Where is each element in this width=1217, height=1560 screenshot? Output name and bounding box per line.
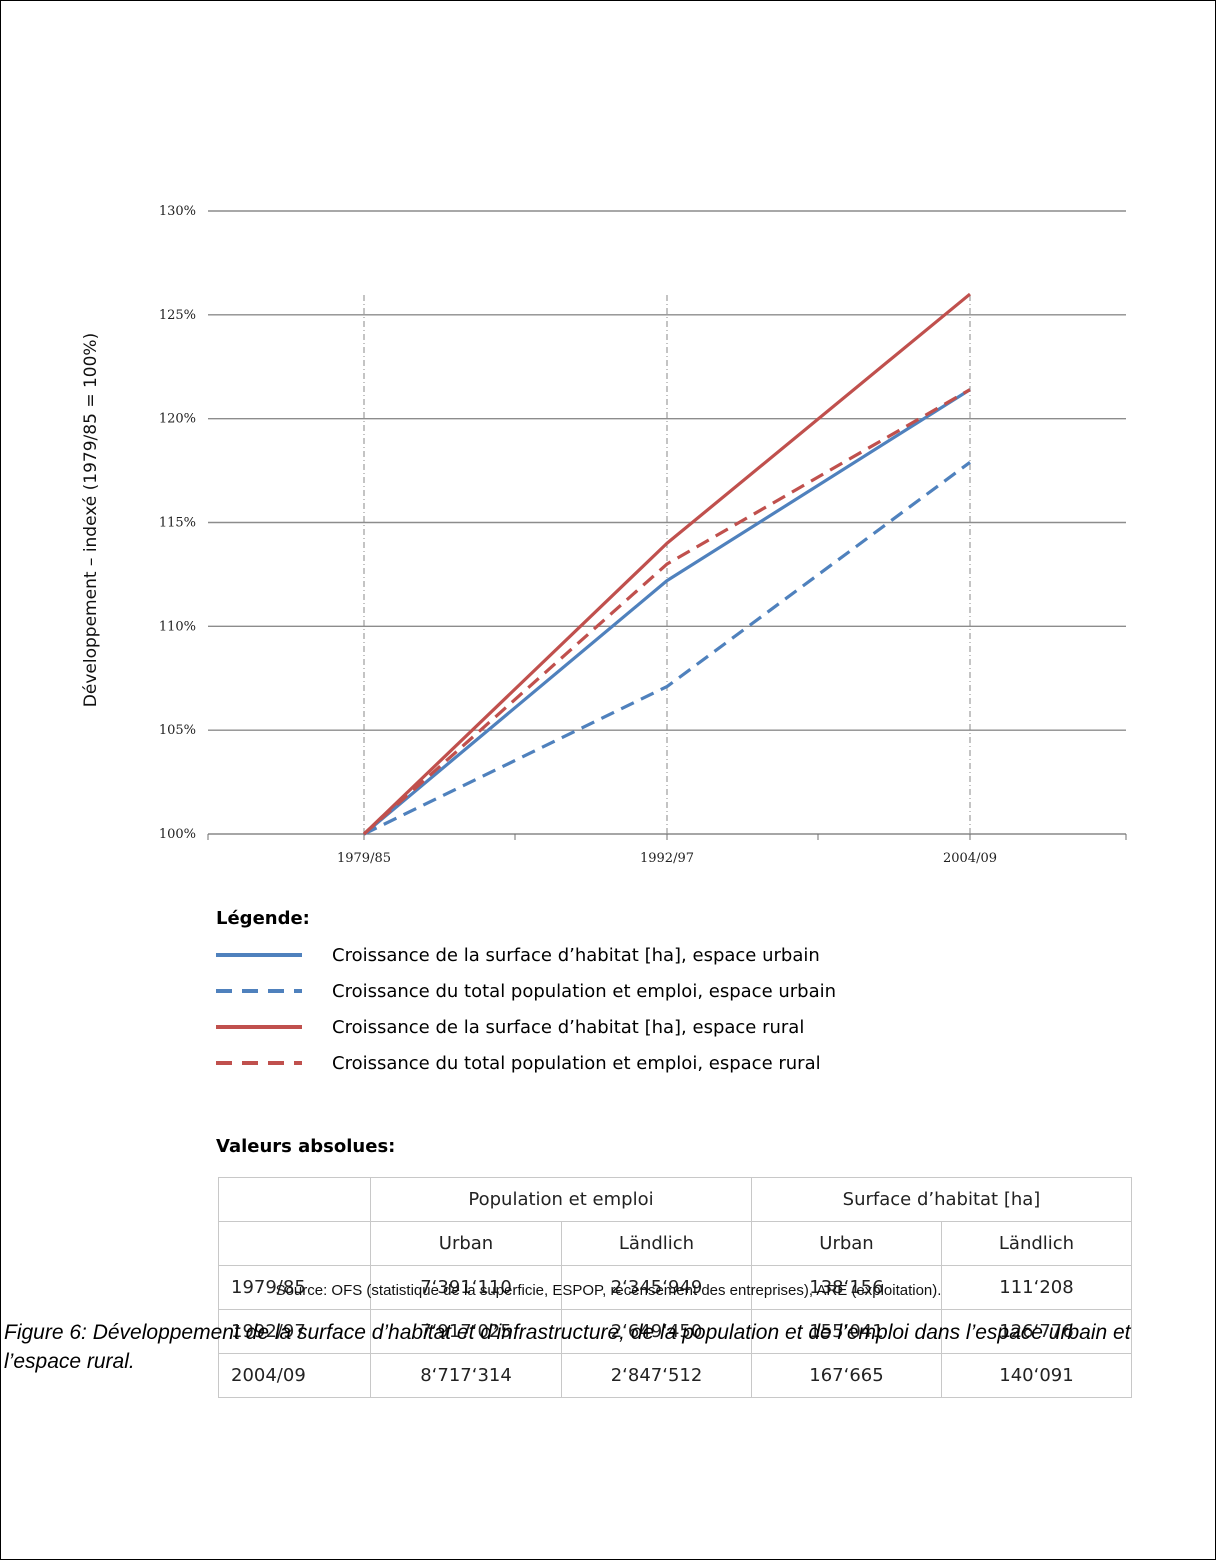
series-line-4 [362,388,971,836]
table-row-label: 2004/09 [218,1353,371,1398]
legend-item: Croissance de la surface d’habitat [ha],… [216,1009,836,1045]
legend-label: Croissance du total population et emploi… [332,1052,821,1074]
table-corner-cell [218,1221,371,1266]
x-tick-label: 1992/97 [640,851,694,866]
x-tick-label: 2004/09 [943,851,997,866]
legend-swatch [216,987,302,995]
x-tick-label: 1979/85 [337,851,391,866]
table-group-header: Population et emploi [370,1177,752,1222]
table-cell: 7‘917‘025 [370,1309,562,1354]
legend-swatch [216,1023,302,1031]
line-chart: 100% 105% 110% 115% 120% 125% 130% 1979/85 1992/… [81,204,1127,866]
y-tick-label: 120% [159,412,196,427]
legend-title: Légende: [216,908,310,929]
series-line-1 [362,388,971,836]
table-cell: 7‘391‘110 [370,1265,562,1310]
table-title: Valeurs absolues: [216,1136,396,1157]
series-line-3 [362,292,972,836]
y-tick-label: 125% [159,308,196,323]
table-cell: 140‘091 [941,1353,1132,1398]
legend-item: Croissance du total population et emploi… [216,1045,836,1081]
table-cell: 167‘665 [751,1353,942,1398]
table-cell: 2‘847‘512 [561,1353,752,1398]
y-tick-label: 100% [159,827,196,842]
legend-item: Croissance du total population et emploi… [216,973,836,1009]
table-sub-header: Urban [370,1221,562,1266]
legend-swatch [216,951,302,959]
table-group-header-row: Population et emploi Surface d’habitat [… [218,1177,1132,1222]
legend-swatch [216,1059,302,1067]
series-line-2 [363,460,971,836]
table-row: 1979/85 7‘391‘110 2‘345‘949 138‘156 111‘… [218,1265,1132,1310]
table-group-header: Surface d’habitat [ha] [751,1177,1132,1222]
table-corner-cell [218,1177,371,1222]
table-sub-header: Ländlich [561,1221,752,1266]
table-cell: 2‘649‘450 [561,1309,752,1354]
table-sub-header-row: Urban Ländlich Urban Ländlich [218,1221,1132,1266]
legend-label: Croissance du total population et emploi… [332,980,837,1002]
legend-label: Croissance de la surface d’habitat [ha],… [332,944,820,966]
source-note: Source: OFS (statistique de la superfici… [275,1282,942,1299]
y-tick-label: 130% [159,204,196,219]
table-sub-header: Urban [751,1221,942,1266]
figure-caption: Figure 6: Développement de la surface d’… [4,1321,1131,1373]
y-tick-label: 110% [159,619,196,634]
table-cell: 126‘776 [941,1309,1132,1354]
table-cell: 155‘041 [751,1309,942,1354]
table-row: 1992/97 7‘917‘025 2‘649‘450 155‘041 126‘… [218,1309,1132,1354]
table-cell: 2‘345‘949 [561,1265,752,1310]
legend: Légende: Croissance de la surface d’habi… [216,908,836,1081]
y-tick-label: 105% [159,723,196,738]
legend-item: Croissance de la surface d’habitat [ha],… [216,937,836,973]
legend-list: Croissance de la surface d’habitat [ha],… [216,937,836,1081]
y-axis-label: Développement – indexé (1979/85 = 100%) [81,333,101,707]
table-sub-header: Ländlich [941,1221,1132,1266]
table-cell: 138‘156 [751,1265,942,1310]
y-tick-label: 115% [159,516,196,531]
table-row: 2004/09 8‘717‘314 2‘847‘512 167‘665 140‘… [218,1353,1132,1398]
absolute-values-table: Population et emploi Surface d’habitat [… [218,1177,1132,1398]
legend-label: Croissance de la surface d’habitat [ha],… [332,1016,805,1038]
